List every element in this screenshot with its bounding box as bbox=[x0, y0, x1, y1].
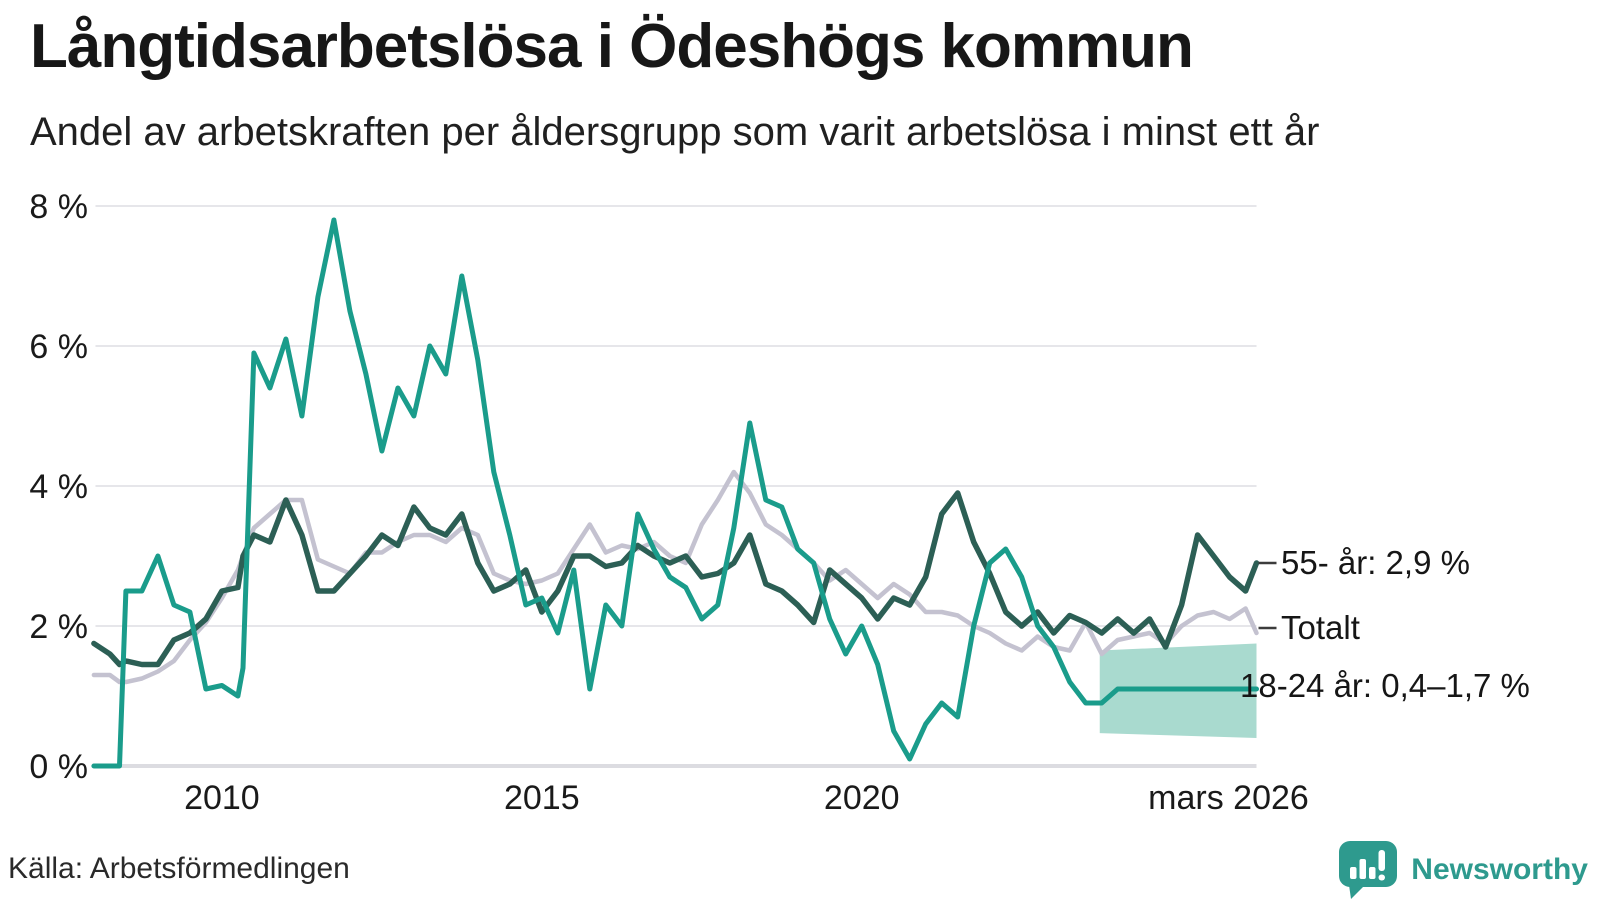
series-lines bbox=[91, 217, 1260, 769]
series-end-labels: 55- år: 2,9 % Totalt 18-24 år: 0,4–1,7 % bbox=[1240, 544, 1530, 704]
series-line-18-24år bbox=[91, 217, 1259, 769]
series-line-Totalt bbox=[91, 469, 1259, 685]
x-axis-tick-labels: 2010 2015 2020 mars 2026 bbox=[184, 779, 1309, 817]
y-tick-label: 0 % bbox=[29, 748, 88, 786]
y-tick-label: 8 % bbox=[29, 188, 88, 226]
end-label-Totalt: Totalt bbox=[1281, 609, 1360, 646]
newsworthy-logo-icon bbox=[1339, 841, 1398, 899]
y-tick-label: 2 % bbox=[29, 608, 88, 646]
chart-subtitle: Andel av arbetskraften per åldersgrupp s… bbox=[30, 110, 1320, 154]
newsworthy-logo[interactable]: Newsworthy bbox=[1337, 840, 1588, 900]
gridlines bbox=[95, 205, 1257, 768]
y-tick-label: 4 % bbox=[29, 468, 88, 506]
newsworthy-logo-text: Newsworthy bbox=[1411, 853, 1588, 886]
page-title: Långtidsarbetslösa i Ödeshögs kommun bbox=[30, 12, 1194, 81]
x-tick-label: 2010 bbox=[184, 779, 260, 817]
end-label-55-år: 55- år: 2,9 % bbox=[1281, 544, 1470, 581]
x-tick-label: 2020 bbox=[824, 779, 900, 817]
x-tick-label-end: mars 2026 bbox=[1148, 779, 1309, 817]
x-tick-label: 2015 bbox=[504, 779, 580, 817]
y-axis-tick-labels: 0 % 2 % 4 % 6 % 8 % bbox=[29, 188, 88, 786]
y-tick-label: 6 % bbox=[29, 328, 88, 366]
end-label-18-24år: 18-24 år: 0,4–1,7 % bbox=[1240, 667, 1530, 704]
source-note: Källa: Arbetsförmedlingen bbox=[8, 852, 350, 885]
